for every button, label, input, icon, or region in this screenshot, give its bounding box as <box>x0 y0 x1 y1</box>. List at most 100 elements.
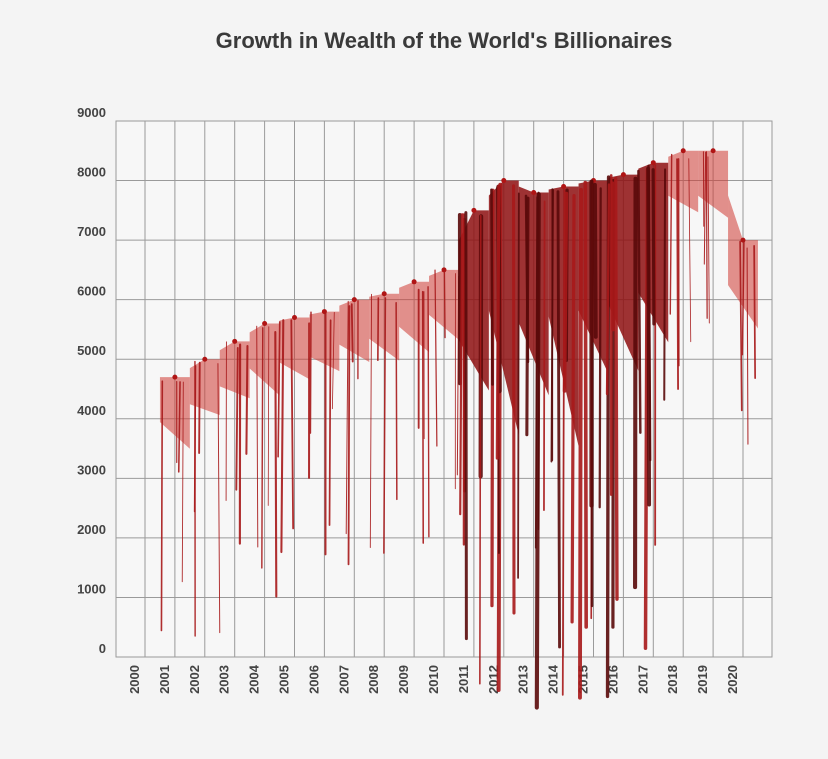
drip <box>328 319 332 526</box>
x-tick-label: 2007 <box>336 665 351 694</box>
data-area-2012 <box>488 180 519 436</box>
drip <box>703 151 707 265</box>
drip <box>707 156 710 324</box>
y-tick-label: 0 <box>99 641 106 656</box>
x-tick-label: 2019 <box>695 665 710 694</box>
drip <box>277 321 281 458</box>
drip <box>613 176 619 601</box>
drip <box>637 169 642 434</box>
y-tick-label: 5000 <box>77 343 106 358</box>
drip <box>443 271 446 339</box>
drip <box>663 168 667 401</box>
drip <box>274 331 278 598</box>
drip <box>610 181 615 332</box>
drip <box>561 189 566 696</box>
data-area-2010 <box>429 269 459 340</box>
drip <box>350 303 354 363</box>
chart-title: Growth in Wealth of the World's Billiona… <box>215 28 673 53</box>
drip <box>739 240 743 412</box>
data-area-2009 <box>399 281 430 353</box>
data-point-2003 <box>232 338 238 344</box>
data-point-2014 <box>561 184 567 190</box>
y-tick-label: 6000 <box>77 284 106 299</box>
drip <box>705 151 708 319</box>
data-area-2007 <box>339 299 370 362</box>
drip <box>741 240 745 356</box>
y-tick-label: 9000 <box>77 105 106 120</box>
drip <box>290 319 295 530</box>
data-point-2016 <box>620 172 626 178</box>
drip <box>434 269 438 447</box>
drip <box>181 381 184 583</box>
drip <box>534 192 541 710</box>
drip <box>198 361 201 454</box>
drip <box>753 245 756 380</box>
y-tick-label: 2000 <box>77 522 106 537</box>
y-tick-label: 3000 <box>77 462 106 477</box>
drip <box>647 164 652 462</box>
data-area-2018 <box>668 150 699 213</box>
drip <box>267 326 270 506</box>
x-tick-label: 2015 <box>576 665 591 694</box>
data-point-2019 <box>710 148 716 154</box>
data-area-2006 <box>309 311 340 372</box>
drip <box>347 305 351 566</box>
data-area-2003 <box>219 341 250 399</box>
data-point-2010 <box>441 267 447 273</box>
drip <box>517 192 520 579</box>
data-area-2005 <box>279 317 310 380</box>
drip <box>598 187 602 509</box>
drip <box>160 380 164 632</box>
data-point-2004 <box>262 320 268 326</box>
drip <box>369 293 373 549</box>
drip <box>427 286 430 538</box>
drip <box>669 153 673 315</box>
drip <box>235 346 239 491</box>
drip <box>459 213 464 516</box>
drip <box>331 311 335 410</box>
drip <box>464 211 468 641</box>
x-tick-label: 2004 <box>247 664 262 694</box>
drip <box>479 214 482 685</box>
y-tick-label: 7000 <box>77 224 106 239</box>
data-point-2013 <box>531 189 537 195</box>
drip <box>525 196 530 437</box>
data-area-2002 <box>189 359 220 416</box>
x-tick-label: 2010 <box>426 665 441 694</box>
drip <box>543 200 546 512</box>
x-tick-label: 2011 <box>456 665 471 693</box>
x-tick-label: 2008 <box>366 665 381 694</box>
y-tick-label: 4000 <box>77 403 106 418</box>
x-tick-label: 2006 <box>306 665 321 694</box>
x-tick-label: 2013 <box>516 665 531 694</box>
data-area-2008 <box>369 293 400 361</box>
data-point-2001 <box>172 374 178 380</box>
drip <box>746 247 749 445</box>
x-tick-label: 2020 <box>725 665 740 694</box>
drip <box>556 190 561 649</box>
drip <box>256 325 259 548</box>
drip <box>383 297 387 554</box>
x-tick-label: 2005 <box>277 665 292 694</box>
data-point-2002 <box>202 356 208 362</box>
drip <box>395 302 398 501</box>
y-tick-label: 1000 <box>77 581 106 596</box>
y-tick-label: 8000 <box>77 165 106 180</box>
drip <box>217 363 221 634</box>
data-point-2020 <box>740 237 746 243</box>
drip <box>245 345 249 455</box>
data-point-2017 <box>650 160 656 166</box>
data-point-2007 <box>351 297 357 303</box>
drip <box>593 182 598 339</box>
data-point-2011 <box>471 207 477 213</box>
drip <box>280 319 285 554</box>
drip <box>562 191 569 393</box>
drip <box>578 187 583 700</box>
drip <box>421 290 425 544</box>
drip <box>345 300 349 535</box>
drip <box>688 158 692 343</box>
data-point-2012 <box>501 178 507 184</box>
x-tick-label: 2000 <box>127 665 142 694</box>
drip <box>605 183 611 396</box>
drip <box>583 180 588 629</box>
